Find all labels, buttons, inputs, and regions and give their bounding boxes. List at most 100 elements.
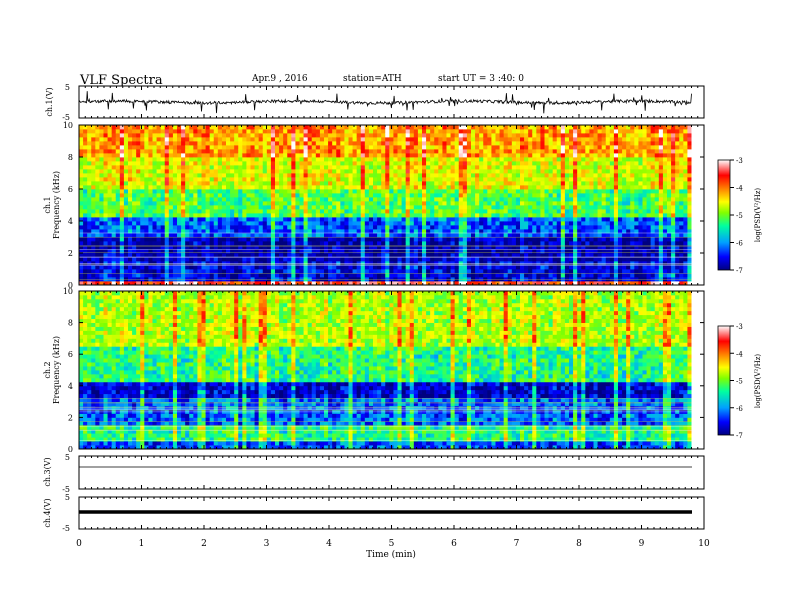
spectrogram-cell xyxy=(373,249,378,254)
spectrogram-cell xyxy=(422,249,427,254)
spectrogram-cell xyxy=(262,133,268,138)
spectrogram-cell xyxy=(503,213,509,218)
spectrogram-cell xyxy=(91,153,96,158)
spectrogram-cell xyxy=(303,217,309,222)
spectrogram-cell xyxy=(348,145,353,150)
spectrogram-cell xyxy=(499,245,505,250)
spectrogram-cell xyxy=(156,141,162,146)
spectrogram-cell xyxy=(279,129,284,134)
spectrogram-cell xyxy=(401,261,407,266)
spectrogram-cell xyxy=(511,281,517,286)
spectrogram-cell xyxy=(487,217,492,222)
spectrogram-cell xyxy=(581,217,586,222)
spectrogram-cell xyxy=(385,205,390,210)
spectrogram-cell xyxy=(462,249,468,254)
spectrogram-cell xyxy=(303,237,309,242)
spectrogram-cell xyxy=(352,137,358,142)
spectrogram-cell xyxy=(544,193,549,198)
spectrogram-cell xyxy=(311,261,317,266)
spectrogram-cell xyxy=(177,157,182,162)
spectrogram-cell xyxy=(299,261,304,266)
spectrogram-cell xyxy=(348,261,353,266)
spectrogram-cell xyxy=(569,277,574,282)
spectrogram-cell xyxy=(389,265,394,270)
spectrogram-cell xyxy=(299,221,304,226)
spectrogram-cell xyxy=(368,185,374,190)
spectrogram-cell xyxy=(569,169,574,174)
spectrogram-cell xyxy=(258,225,264,230)
spectrogram-cell xyxy=(242,161,247,166)
spectrogram-cell xyxy=(336,193,341,198)
spectrogram-cell xyxy=(454,225,460,230)
spectrogram-cell xyxy=(385,189,390,194)
spectrogram-cell xyxy=(487,177,492,182)
spectrogram-cell xyxy=(123,185,129,190)
spectrogram-cell xyxy=(295,265,300,270)
spectrogram-cell xyxy=(221,281,227,286)
spectrogram-cell xyxy=(540,149,545,154)
spectrogram-cell xyxy=(356,233,362,238)
spectrogram-cell xyxy=(83,241,88,246)
spectrogram-cell xyxy=(381,161,386,166)
spectrogram-cell xyxy=(442,129,447,134)
spectrogram-cell xyxy=(581,193,586,198)
spectrogram-cell xyxy=(524,189,529,194)
spectrogram-cell xyxy=(287,165,292,170)
spectrogram-cell xyxy=(319,193,325,198)
spectrogram-cell xyxy=(466,269,472,274)
spectrogram-cell xyxy=(107,213,113,218)
spectrogram-cell xyxy=(315,201,321,206)
spectrogram-cell xyxy=(79,157,84,162)
spectrogram-cell xyxy=(471,249,476,254)
spectrogram-cell xyxy=(99,173,104,178)
spectrogram-cell xyxy=(446,137,451,142)
spectrogram-cell xyxy=(152,177,157,182)
spectrogram-cell xyxy=(246,201,251,206)
spectrogram-cell xyxy=(111,265,117,270)
spectrogram-cell xyxy=(495,229,500,234)
spectrogram-cell xyxy=(577,201,582,206)
spectrogram-cell xyxy=(91,177,96,182)
spectrogram-cell xyxy=(246,273,251,278)
spectrogram-cell xyxy=(319,229,325,234)
spectrogram-cell xyxy=(136,173,141,178)
spectrogram-cell xyxy=(168,257,174,262)
spectrogram-cell xyxy=(128,185,133,190)
spectrogram-cell xyxy=(409,209,415,214)
spectrogram-cell xyxy=(156,265,162,270)
spectrogram-cell xyxy=(107,133,113,138)
spectrogram-cell xyxy=(499,177,505,182)
spectrogram-cell xyxy=(536,241,541,246)
spectrogram-cell xyxy=(254,189,260,194)
spectrogram-cell xyxy=(193,265,198,270)
spectrogram-cell xyxy=(91,125,96,130)
spectrogram-cell xyxy=(160,197,166,202)
spectrogram-cell xyxy=(364,133,370,138)
spectrogram-cell xyxy=(430,249,435,254)
spectrogram-cell xyxy=(132,277,137,282)
spectrogram-cell xyxy=(385,265,390,270)
spectrogram-cell xyxy=(295,165,300,170)
spectrogram-cell xyxy=(466,217,472,222)
spectrogram-cell xyxy=(221,205,227,210)
spectrogram-cell xyxy=(83,249,88,254)
spectrogram-cell xyxy=(475,221,480,226)
spectrogram-cell xyxy=(487,221,492,226)
spectrogram-cell xyxy=(413,209,419,214)
spectrogram-cell xyxy=(462,205,468,210)
spectrogram-cell xyxy=(569,265,574,270)
spectrogram-cell xyxy=(177,273,182,278)
spectrogram-cell xyxy=(324,221,329,226)
spectrogram-cell xyxy=(544,261,549,266)
spectrogram-cell xyxy=(548,269,554,274)
spectrogram-cell xyxy=(515,161,521,166)
spectrogram-cell xyxy=(495,257,500,262)
spectrogram-cell xyxy=(405,229,411,234)
spectrogram-cell xyxy=(217,141,223,146)
spectrogram-cell xyxy=(136,205,141,210)
spectrogram-cell xyxy=(540,201,545,206)
spectrogram-cell xyxy=(83,161,88,166)
spectrogram-cell xyxy=(454,137,460,142)
spectrogram-cell xyxy=(332,213,337,218)
spectrogram-cell xyxy=(422,229,427,234)
